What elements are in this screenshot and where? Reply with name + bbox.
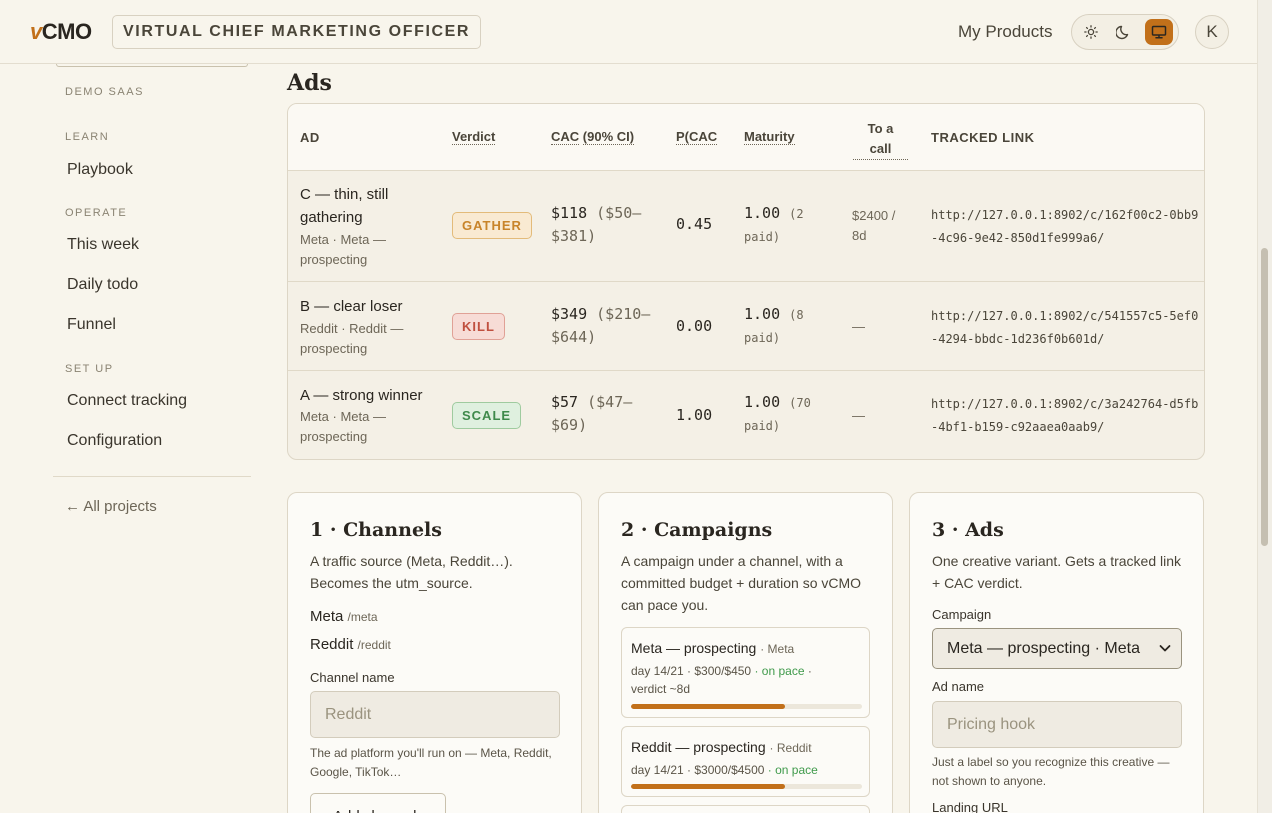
card-title: 3 · Ads bbox=[932, 519, 1004, 541]
system-theme-button[interactable] bbox=[1145, 19, 1173, 45]
col-verdict[interactable]: Verdict bbox=[452, 129, 496, 145]
light-theme-button[interactable] bbox=[1077, 19, 1105, 45]
ad-name: A — strong winner bbox=[300, 387, 423, 404]
table-header: AD Verdict CAC (90% CI) P(CAC Maturity T… bbox=[288, 104, 1204, 171]
landing-url-label: Landing URL bbox=[932, 800, 1008, 813]
campaign-progress-bar bbox=[631, 784, 862, 789]
card-description: A campaign under a channel, with a commi… bbox=[621, 553, 862, 613]
col-pcac[interactable]: P(CAC bbox=[676, 129, 718, 145]
chevron-down-icon bbox=[1159, 645, 1171, 652]
channel-item: Reddit /reddit bbox=[310, 636, 391, 653]
channel-item: Meta /meta bbox=[310, 608, 378, 625]
ad-name-label: Ad name bbox=[932, 679, 985, 694]
sidebar-item-configuration[interactable]: Configuration bbox=[67, 432, 163, 449]
to-call-value: — bbox=[852, 319, 865, 334]
channel-name-label: Channel name bbox=[310, 670, 395, 685]
table-row: A — strong winner Meta · Meta — prospecti… bbox=[288, 371, 1204, 459]
tracked-link[interactable]: http://127.0.0.1:8902/c/162f00c2-0bb9-4c… bbox=[931, 208, 1199, 245]
sun-icon bbox=[1084, 25, 1098, 39]
brand-logo[interactable]: vCMO bbox=[30, 19, 92, 44]
verdict-badge: GATHER bbox=[452, 212, 532, 239]
app-header: vCMO VIRTUAL CHIEF MARKETING OFFICER My … bbox=[0, 0, 1257, 64]
col-maturity[interactable]: Maturity bbox=[744, 129, 795, 145]
tracked-link[interactable]: http://127.0.0.1:8902/c/3a242764-d5fb-4b… bbox=[931, 397, 1199, 434]
channel-name-hint: The ad platform you'll run on — Meta, Re… bbox=[310, 746, 552, 779]
section-operate: OPERATE bbox=[65, 207, 128, 219]
ad-name: C — thin, still gathering bbox=[300, 186, 389, 226]
theme-toggle bbox=[1071, 14, 1179, 50]
cac-value: $57 ($47– $69) bbox=[551, 393, 633, 434]
campaigns-card: 2 · Campaigns A campaign under a channel… bbox=[598, 492, 893, 813]
all-projects-link[interactable]: ← All projects bbox=[65, 498, 157, 515]
channels-card: 1 · Channels A traffic source (Meta, Red… bbox=[287, 492, 582, 813]
card-title: 1 · Channels bbox=[310, 519, 442, 541]
sidebar-item-connect-tracking[interactable]: Connect tracking bbox=[67, 392, 188, 409]
project-switcher[interactable] bbox=[56, 64, 248, 67]
verdict-badge: SCALE bbox=[452, 402, 522, 429]
sidebar-divider bbox=[53, 476, 251, 477]
campaign-item[interactable]: Reddit — prospecting · Reddit day 14/21 … bbox=[621, 726, 870, 797]
section-setup: SET UP bbox=[65, 363, 114, 375]
cac-value: $118 ($50– $381) bbox=[551, 204, 642, 245]
maturity-value: 1.00 (2 paid) bbox=[744, 204, 804, 244]
col-tracked-link: TRACKED LINK bbox=[931, 130, 1035, 145]
tracked-link[interactable]: http://127.0.0.1:8902/c/541557c5-5ef0-42… bbox=[931, 309, 1199, 346]
dark-theme-button[interactable] bbox=[1110, 19, 1138, 45]
ad-campaign: Meta · Meta — prospecting bbox=[300, 232, 386, 267]
my-products-link[interactable]: My Products bbox=[958, 22, 1053, 41]
sidebar-item-playbook[interactable]: Playbook bbox=[67, 161, 133, 178]
campaign-status: day 14/21 · $300/$450 · on pace · verdict… bbox=[631, 664, 812, 696]
campaign-status: day 14/21 · $3000/$4500 · on pace bbox=[631, 763, 818, 777]
table-row: B — clear loser Reddit · Reddit — prospec… bbox=[288, 282, 1204, 371]
col-cac[interactable]: CAC (90% CI) bbox=[551, 129, 635, 145]
verdict-badge: KILL bbox=[452, 313, 505, 340]
channel-name-input[interactable]: Reddit bbox=[310, 691, 560, 738]
scrollbar-thumb[interactable] bbox=[1261, 248, 1268, 546]
campaign-item[interactable] bbox=[621, 805, 870, 813]
add-channel-button[interactable]: Add channel bbox=[310, 793, 446, 813]
monitor-icon bbox=[1151, 25, 1167, 39]
campaign-item[interactable]: Meta — prospecting · Meta day 14/21 · $3… bbox=[621, 627, 870, 718]
section-learn: LEARN bbox=[65, 131, 110, 143]
pcac-value: 0.00 bbox=[676, 317, 713, 335]
avatar[interactable]: K bbox=[1195, 15, 1229, 49]
campaign-name: Reddit — prospecting · Reddit bbox=[631, 739, 812, 755]
campaign-progress-bar bbox=[631, 704, 862, 709]
pcac-value: 0.45 bbox=[676, 215, 713, 233]
sidebar-item-daily-todo[interactable]: Daily todo bbox=[67, 276, 139, 293]
ads-card: 3 · Ads One creative variant. Gets a tra… bbox=[909, 492, 1204, 813]
ad-name-hint: Just a label so you recognize this creat… bbox=[932, 755, 1170, 788]
to-call-value: — bbox=[852, 408, 865, 423]
ad-campaign: Meta · Meta — prospecting bbox=[300, 409, 386, 444]
ad-name: B — clear loser bbox=[300, 298, 403, 315]
ads-heading: Ads bbox=[287, 70, 332, 96]
col-to-a-call[interactable]: To a call bbox=[853, 119, 908, 160]
card-description: A traffic source (Meta, Reddit…). Become… bbox=[310, 553, 513, 591]
campaign-name: Meta — prospecting · Meta bbox=[631, 640, 795, 656]
campaign-select[interactable]: Meta — prospecting · Meta bbox=[932, 628, 1182, 669]
card-description: One creative variant. Gets a tracked lin… bbox=[932, 553, 1181, 591]
campaign-label: Campaign bbox=[932, 607, 992, 622]
pcac-value: 1.00 bbox=[676, 406, 713, 424]
tagline: VIRTUAL CHIEF MARKETING OFFICER bbox=[112, 15, 482, 49]
maturity-value: 1.00 (8 paid) bbox=[744, 305, 804, 345]
col-ad: AD bbox=[300, 130, 320, 145]
ads-table: AD Verdict CAC (90% CI) P(CAC Maturity T… bbox=[287, 103, 1205, 460]
card-title: 2 · Campaigns bbox=[621, 519, 773, 541]
project-name: DEMO SAAS bbox=[65, 86, 144, 98]
moon-icon bbox=[1116, 25, 1129, 40]
table-row: C — thin, still gathering Meta · Meta — pr… bbox=[288, 171, 1204, 282]
sidebar-item-funnel[interactable]: Funnel bbox=[67, 316, 116, 333]
sidebar-item-this-week[interactable]: This week bbox=[67, 236, 140, 253]
ad-campaign: Reddit · Reddit — prospecting bbox=[300, 321, 404, 356]
to-call-value: $2400 /8d bbox=[852, 208, 896, 243]
cac-value: $349 ($210– $644) bbox=[551, 305, 651, 346]
ad-name-input[interactable]: Pricing hook bbox=[932, 701, 1182, 748]
maturity-value: 1.00 (70 paid) bbox=[744, 393, 811, 433]
